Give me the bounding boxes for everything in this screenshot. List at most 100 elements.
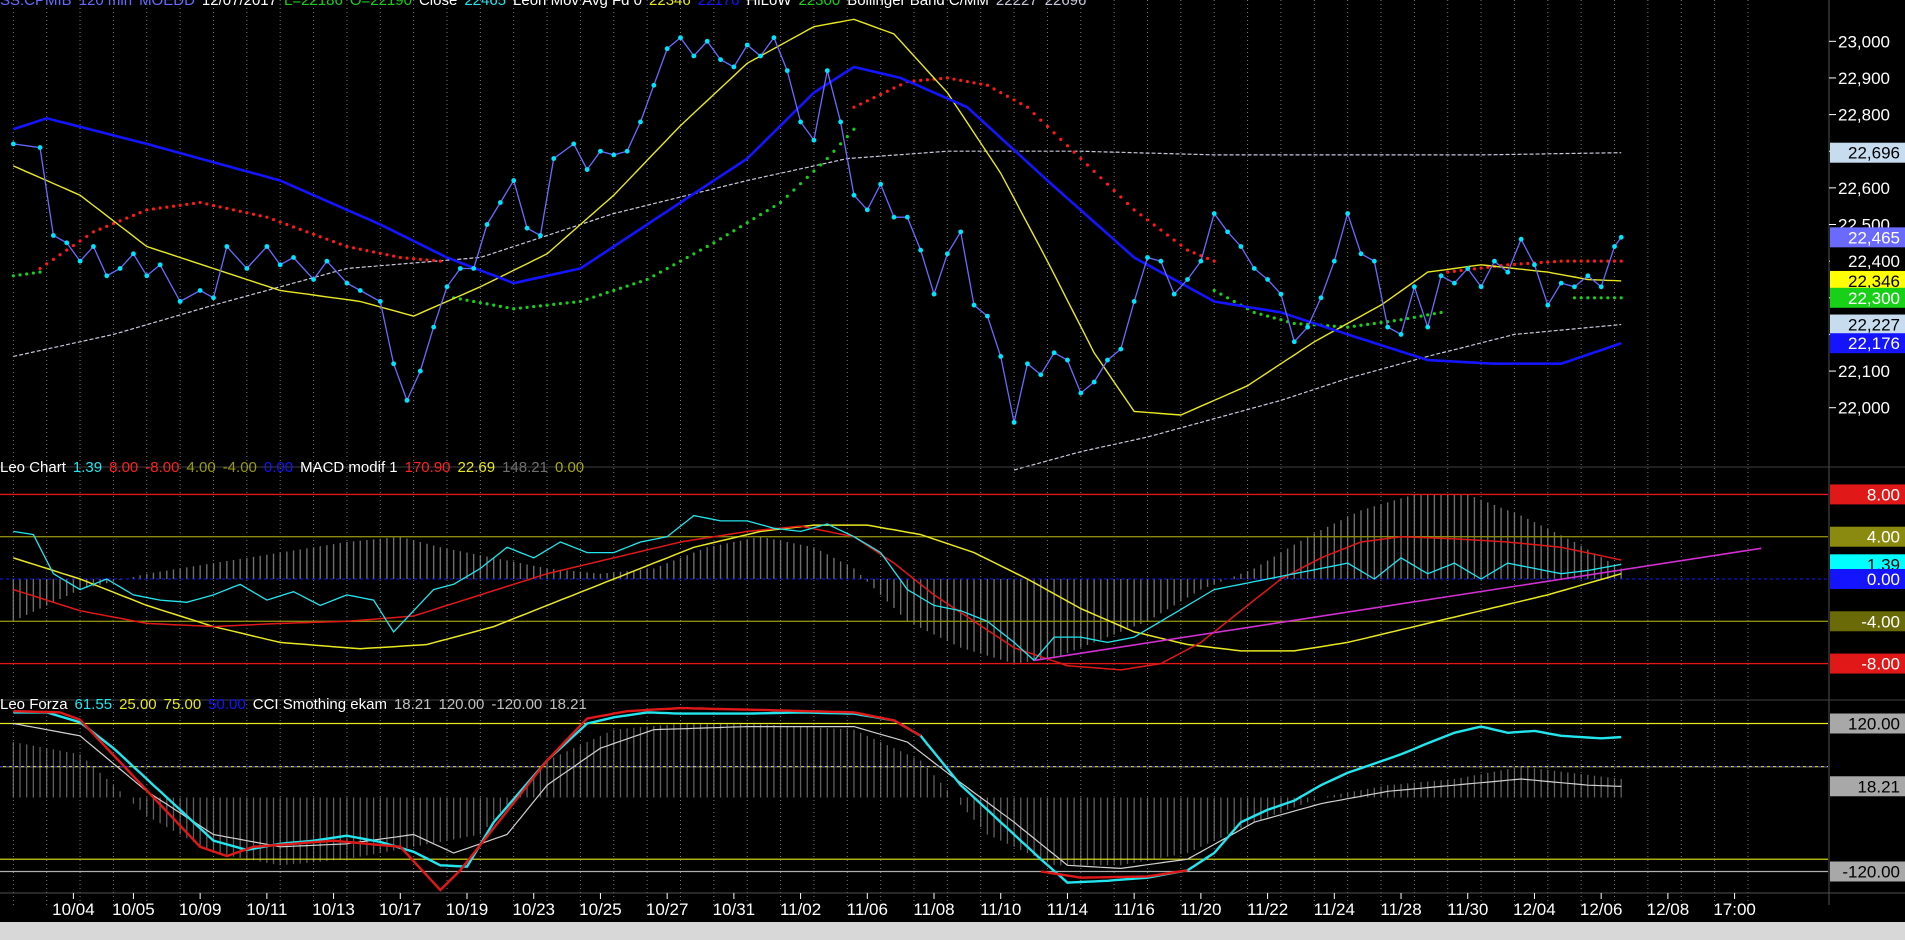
sar-green-dot	[692, 252, 696, 256]
sar-red-dot	[1039, 118, 1043, 122]
sar-green-dot	[1332, 324, 1336, 328]
sar-red-dot	[105, 224, 109, 228]
sar-red-dot	[438, 259, 442, 263]
x-tick-label: 11/28	[1380, 900, 1421, 919]
sar-red-dot	[1025, 105, 1030, 109]
bollinger-lower-line	[1013, 323, 1622, 471]
close-price-dot	[771, 35, 777, 41]
close-price-dot	[598, 148, 603, 154]
close-price-dot	[944, 251, 950, 257]
sar-red-dot	[71, 243, 75, 248]
sar-green-dot	[785, 194, 789, 198]
sar-red-dot	[111, 221, 116, 226]
close-price-dot	[718, 57, 723, 63]
sar-red-dot	[405, 256, 409, 260]
sar-green-dot	[31, 271, 35, 275]
sar-red-dot	[1065, 144, 1070, 148]
sar-red-dot	[952, 77, 956, 81]
last-value-box	[1830, 526, 1905, 547]
close-price-dot	[1492, 258, 1497, 264]
sar-red-dot	[385, 253, 389, 257]
sar-red-dot	[979, 82, 983, 86]
x-tick-label: 10/25	[579, 900, 622, 919]
sar-red-dot	[225, 206, 229, 210]
close-price-dot	[404, 397, 410, 403]
sar-green-dot	[485, 302, 489, 306]
x-tick-label: 10/23	[512, 900, 555, 919]
close-price-dot	[1145, 255, 1150, 260]
x-tick-label: 12/04	[1513, 900, 1556, 919]
sar-red-dot	[965, 80, 969, 84]
sar-red-dot	[892, 86, 896, 90]
last-value-label: 120.00	[1848, 715, 1900, 734]
close-price-dot	[1358, 251, 1364, 257]
sar-red-dot	[45, 262, 49, 266]
close-price-dot	[1105, 357, 1110, 363]
sar-green-dot	[25, 272, 29, 276]
macd-legend-item: 0.00	[554, 459, 585, 476]
sar-red-dot	[1119, 195, 1123, 199]
close-price-dot	[758, 53, 763, 59]
sar-green-dot	[1599, 296, 1603, 300]
close-price-dot	[1558, 280, 1564, 286]
last-value-label: 4.00	[1867, 528, 1900, 547]
sar-red-dot	[885, 89, 889, 93]
sar-red-dot	[1132, 208, 1136, 212]
close-price-dot	[324, 258, 330, 264]
sar-green-dot	[625, 284, 629, 288]
close-price-dot	[1385, 324, 1391, 330]
x-tick-label: 11/20	[1180, 900, 1221, 919]
last-value-box	[1830, 287, 1905, 308]
sar-red-dot	[338, 242, 342, 246]
last-value-box	[1830, 653, 1905, 674]
sar-green-dot	[705, 244, 709, 249]
macd-legend-item: 1.39	[72, 459, 103, 476]
sar-green-dot	[845, 134, 849, 139]
leo-forza-red-line	[13, 706, 922, 892]
sar-green-dot	[1232, 299, 1236, 304]
sar-red-dot	[1179, 243, 1183, 247]
bollinger-upper-line	[13, 150, 1622, 357]
close-price-dot	[1278, 291, 1284, 297]
sar-green-dot	[1219, 292, 1223, 296]
sar-red-dot	[305, 230, 309, 234]
sar-red-dot	[325, 237, 329, 241]
horizontal-scrollbar[interactable]	[0, 922, 1905, 940]
close-price-dot	[291, 255, 296, 260]
sar-red-dot	[1612, 259, 1617, 263]
price-legend-item: Bollinger Band C/MM	[847, 0, 989, 9]
sar-red-dot	[271, 218, 276, 222]
price-legend-item: 22696	[1044, 0, 1087, 9]
sar-red-dot	[1192, 251, 1196, 255]
close-price-dot	[264, 244, 270, 249]
sar-red-dot	[392, 254, 396, 258]
sar-red-dot	[65, 248, 69, 252]
sar-red-dot	[1512, 262, 1517, 266]
sar-green-dot	[1252, 310, 1256, 315]
close-price-dot	[958, 229, 964, 235]
close-price-dot	[678, 35, 683, 41]
close-price-dot	[1532, 262, 1537, 268]
last-value-box	[1830, 569, 1905, 589]
sar-red-dot	[398, 255, 402, 260]
sar-red-dot	[1079, 156, 1083, 161]
sar-red-dot	[1579, 259, 1583, 263]
sar-red-dot	[378, 251, 382, 255]
close-price-dot	[1545, 302, 1551, 308]
sar-red-dot	[205, 202, 209, 206]
sar-green-dot	[1359, 323, 1363, 327]
sar-red-dot	[412, 257, 416, 261]
close-price-dot	[1211, 211, 1217, 216]
sar-red-dot	[58, 253, 62, 257]
close-price-dot	[37, 145, 43, 150]
cci-white-line	[13, 722, 1622, 870]
sar-red-dot	[298, 227, 302, 231]
forza-legend-item: 61.55	[74, 696, 113, 713]
sar-green-dot	[825, 156, 829, 161]
close-price-dot	[931, 291, 937, 297]
macd-legend: Leo Chart 1.39 8.00 -8.00 4.00 -4.00 0.00 MACD …	[0, 458, 591, 478]
close-price-dot	[1011, 419, 1017, 425]
sar-red-dot	[925, 78, 929, 82]
x-tick-label: 10/17	[379, 900, 422, 919]
